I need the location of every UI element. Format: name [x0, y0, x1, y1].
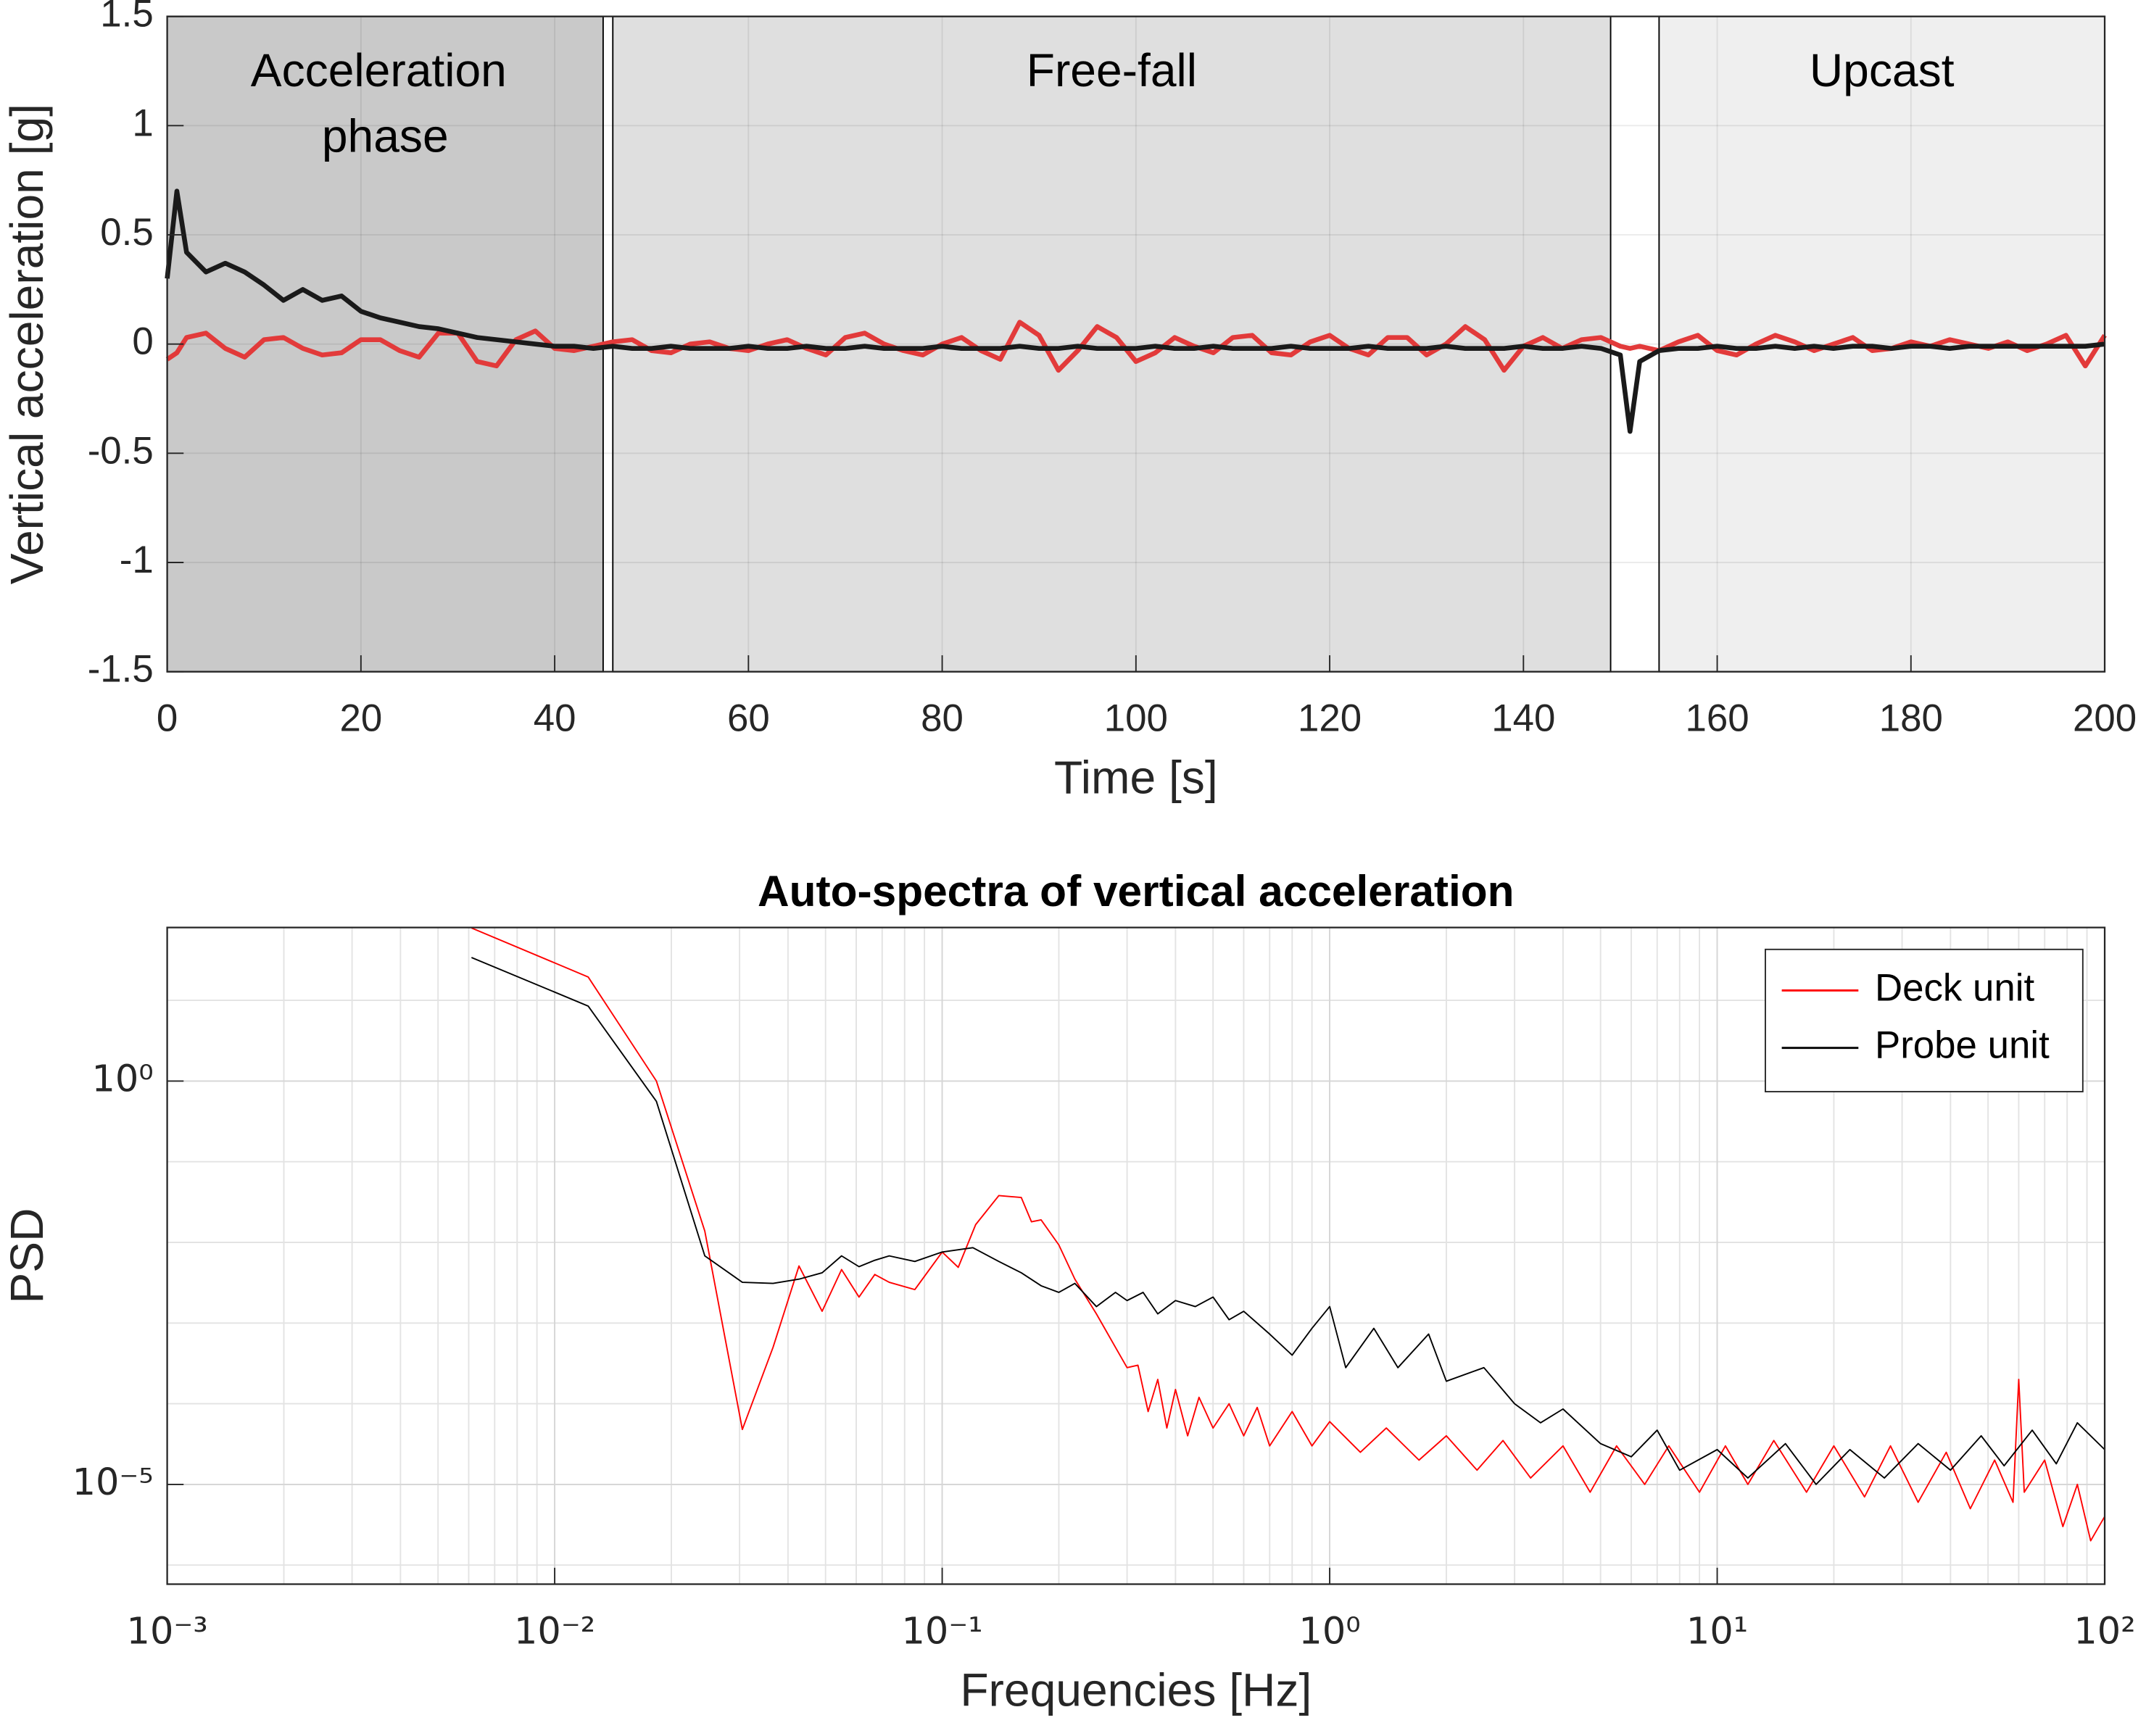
x-axis-label: Frequencies [Hz] — [960, 1664, 1312, 1716]
region-label: Free-fall — [1027, 44, 1197, 96]
x-tick-label: 10⁻³ — [127, 1610, 208, 1653]
y-tick-label: 10⁻⁵ — [72, 1461, 154, 1504]
region-label: Acceleration phase — [251, 44, 520, 162]
x-tick-label: 60 — [727, 697, 770, 740]
data-line — [165, 320, 2107, 373]
y-tick-label: 1.5 — [100, 0, 153, 36]
legend-label: Deck unit — [1875, 966, 2035, 1009]
y-tick-label: 10⁰ — [91, 1058, 153, 1100]
y-tick-label: -1 — [120, 539, 154, 581]
y-tick-label: 0.5 — [100, 211, 153, 254]
x-tick-label: 10¹ — [1686, 1610, 1748, 1653]
x-tick-label: 10² — [2074, 1610, 2135, 1653]
data-line — [471, 957, 2105, 1485]
region-label: Upcast — [1810, 44, 1955, 96]
legend-label: Probe unit — [1875, 1024, 2050, 1067]
y-tick-label: 0 — [132, 320, 153, 363]
x-tick-label: 10⁻² — [514, 1610, 595, 1653]
x-axis-label: Time [s] — [1054, 752, 1218, 804]
y-axis-label: PSD — [1, 1208, 53, 1304]
x-tick-label: 100 — [1104, 697, 1168, 740]
x-tick-label: 200 — [2073, 697, 2137, 740]
data-line — [471, 927, 2105, 1542]
x-tick-label: 20 — [339, 697, 382, 740]
x-tick-label: 0 — [157, 697, 178, 740]
x-tick-label: 180 — [1879, 697, 1943, 740]
chart-title: Auto-spectra of vertical acceleration — [758, 866, 1515, 915]
x-tick-label: 160 — [1685, 697, 1749, 740]
y-axis-label: Vertical acceleration [g] — [1, 104, 53, 584]
x-tick-label: 120 — [1298, 697, 1362, 740]
y-tick-label: -0.5 — [88, 429, 154, 472]
x-tick-label: 40 — [534, 697, 576, 740]
legend-box — [1765, 948, 2084, 1093]
y-tick-label: 1 — [132, 101, 153, 144]
x-tick-label: 10⁻¹ — [902, 1610, 983, 1653]
x-tick-label: 140 — [1491, 697, 1555, 740]
data-line — [165, 188, 2105, 434]
y-tick-label: -1.5 — [88, 648, 154, 691]
plot-border — [166, 926, 2106, 1585]
x-tick-label: 80 — [921, 697, 964, 740]
x-tick-label: 10⁰ — [1298, 1610, 1360, 1653]
